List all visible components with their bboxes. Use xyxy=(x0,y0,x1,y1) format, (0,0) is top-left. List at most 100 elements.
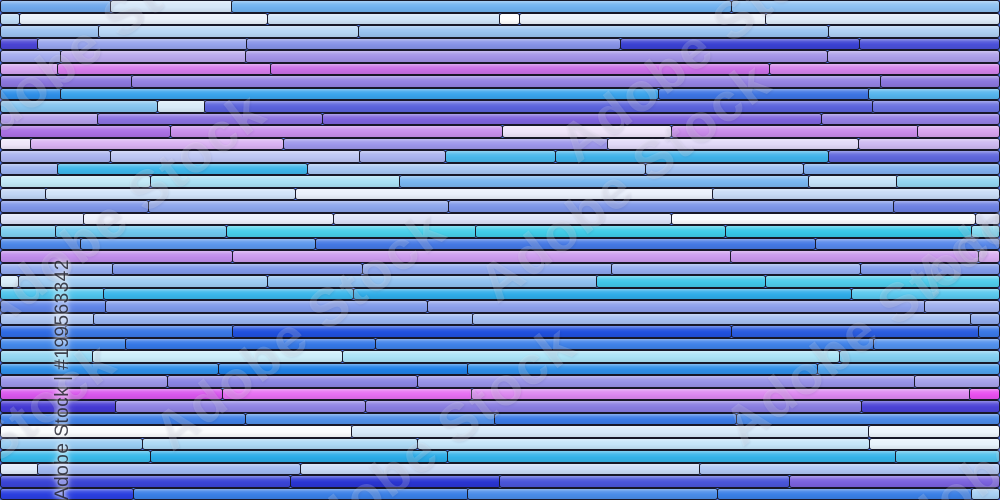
pattern-segment xyxy=(724,225,973,238)
pattern-segment xyxy=(416,375,916,388)
pattern-segment xyxy=(868,437,1000,450)
pattern-row xyxy=(0,387,1000,400)
pattern-segment xyxy=(816,362,1000,375)
pattern-segment xyxy=(55,225,228,238)
pattern-row xyxy=(0,100,1000,113)
pattern-segment xyxy=(30,137,285,150)
pattern-row xyxy=(0,12,1000,25)
watermark-id-text: Adobe Stock | #199563342 xyxy=(52,259,73,500)
pattern-segment xyxy=(0,250,234,263)
pattern-row xyxy=(0,187,1000,200)
pattern-segment xyxy=(17,275,269,288)
pattern-row xyxy=(0,0,1000,13)
pattern-segment xyxy=(115,400,367,413)
pattern-segment xyxy=(0,450,152,463)
pattern-segment xyxy=(231,250,732,263)
pattern-row xyxy=(0,287,1000,300)
pattern-segment xyxy=(125,337,377,350)
pattern-segment xyxy=(872,100,1000,113)
pattern-segment xyxy=(166,375,419,388)
pattern-segment xyxy=(924,300,1000,313)
pattern-row xyxy=(0,325,1000,338)
pattern-segment xyxy=(475,225,727,238)
pattern-segment xyxy=(788,475,1000,488)
pattern-segment xyxy=(133,487,469,500)
pattern-segment xyxy=(670,125,919,138)
pattern-row xyxy=(0,212,1000,225)
pattern-segment xyxy=(0,25,100,38)
pattern-segment xyxy=(289,475,501,488)
pattern-segment xyxy=(0,62,59,75)
pattern-segment xyxy=(446,450,897,463)
pattern-segment xyxy=(499,475,791,488)
pattern-segment xyxy=(295,187,714,200)
pattern-segment xyxy=(399,175,810,188)
pattern-segment xyxy=(226,225,477,238)
pattern-segment xyxy=(65,325,234,338)
pattern-segment xyxy=(0,350,94,363)
pattern-segment xyxy=(0,487,135,500)
pattern-segment xyxy=(112,262,363,275)
pattern-segment xyxy=(868,425,1000,438)
pattern-segment xyxy=(0,0,112,13)
pattern-segment xyxy=(827,150,1000,163)
pattern-segment xyxy=(0,112,99,125)
pattern-segment xyxy=(0,400,117,413)
pattern-segment xyxy=(802,162,1000,175)
pattern-segment xyxy=(83,212,335,225)
pattern-segment xyxy=(282,137,609,150)
pattern-segment xyxy=(518,12,767,25)
pattern-segment xyxy=(472,312,972,325)
pattern-segment xyxy=(657,87,870,100)
pattern-segment xyxy=(860,400,1000,413)
pattern-segment xyxy=(60,87,660,100)
pattern-segment xyxy=(315,237,817,250)
pattern-segment xyxy=(426,300,926,313)
pattern-segment xyxy=(110,150,361,163)
pattern-segment xyxy=(765,275,1000,288)
pattern-segment xyxy=(699,462,1000,475)
pattern-segment xyxy=(357,25,830,38)
pattern-segment xyxy=(971,487,1000,500)
pattern-segment xyxy=(57,62,272,75)
pattern-row xyxy=(0,87,1000,100)
pattern-segment xyxy=(736,412,1000,425)
pattern-segment xyxy=(0,37,39,50)
pattern-segment xyxy=(859,262,1000,275)
pattern-segment xyxy=(217,362,469,375)
pattern-segment xyxy=(0,262,114,275)
pattern-row xyxy=(0,300,1000,313)
pattern-segment xyxy=(149,175,401,188)
pattern-row xyxy=(0,475,1000,488)
pattern-segment xyxy=(267,275,598,288)
pattern-row xyxy=(0,312,1000,325)
pattern-segment xyxy=(858,37,1000,50)
pattern-segment xyxy=(80,237,317,250)
pattern-row xyxy=(0,225,1000,238)
pattern-segment xyxy=(895,450,1000,463)
pattern-row xyxy=(0,125,1000,138)
pattern-segment xyxy=(0,387,224,400)
pattern-segment xyxy=(975,212,1000,225)
pattern-segment xyxy=(978,250,1000,263)
pattern-segment xyxy=(857,137,1000,150)
pattern-segment xyxy=(0,362,220,375)
pattern-row xyxy=(0,337,1000,350)
pattern-row xyxy=(0,162,1000,175)
pattern-segment xyxy=(838,350,1000,363)
pattern-row xyxy=(0,237,1000,250)
pattern-segment xyxy=(0,100,159,113)
pattern-segment xyxy=(0,137,32,150)
pattern-row xyxy=(0,450,1000,463)
pattern-segment xyxy=(0,12,20,25)
pattern-row xyxy=(0,462,1000,475)
pattern-row xyxy=(0,375,1000,388)
pattern-segment xyxy=(914,375,1000,388)
pattern-segment xyxy=(361,262,613,275)
pattern-segment xyxy=(978,325,1000,338)
pattern-segment xyxy=(444,150,557,163)
pattern-segment xyxy=(501,125,673,138)
pattern-row xyxy=(0,25,1000,38)
pattern-segment xyxy=(351,425,870,438)
